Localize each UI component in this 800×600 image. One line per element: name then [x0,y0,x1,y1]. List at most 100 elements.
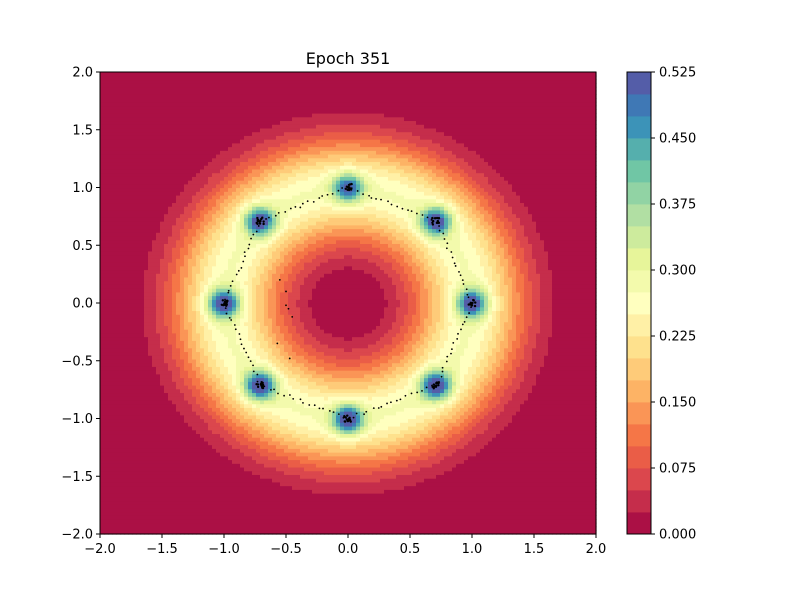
contour-cell [216,280,221,285]
contour-cell [168,511,173,516]
contour-cell [220,504,225,509]
contour-cell [184,448,189,453]
contour-cell [216,198,221,204]
contour-cell [108,269,113,274]
contour-cell [252,86,257,92]
contour-cell [104,131,109,136]
contour-cell [224,221,229,226]
contour-cell [184,232,189,237]
contour-cell [248,526,253,531]
contour-cell [228,515,233,520]
contour-cell [148,325,153,330]
contour-cell [168,526,173,531]
contour-cell [136,109,141,114]
contour-cell [196,422,201,427]
contour-cell [136,157,141,163]
contour-cell [252,142,257,148]
contour-cell [168,243,173,248]
contour-cell [148,504,153,509]
contour-cell [248,381,253,386]
contour-cell [232,448,237,453]
contour-cell [244,392,249,397]
contour-cell [208,392,213,397]
contour-cell [260,444,265,449]
contour-cell [212,496,217,502]
contour-cell [196,224,201,230]
contour-cell [208,429,213,435]
contour-cell [120,101,125,107]
contour-cell [144,75,149,81]
contour-cell [156,351,161,356]
contour-cell [100,288,105,293]
contour-cell [224,120,229,125]
contour-cell [144,221,149,226]
contour-cell [200,139,205,144]
contour-cell [108,86,113,92]
contour-cell [184,343,189,349]
contour-cell [144,269,149,274]
contour-cell [112,228,117,233]
contour-cell [160,127,165,133]
contour-cell [220,493,225,498]
contour-cell [220,221,225,226]
contour-cell [196,139,201,144]
contour-cell [184,135,189,140]
contour-cell [144,373,149,379]
contour-cell [180,112,185,118]
contour-cell [208,433,213,438]
contour-cell [160,306,165,312]
contour-cell [212,295,217,300]
contour-cell [136,388,141,394]
contour-cell [252,299,257,304]
contour-cell [164,433,169,438]
contour-cell [204,455,209,461]
contour-cell [168,437,173,442]
contour-cell [184,429,189,435]
contour-cell [184,276,189,282]
contour-cell [128,500,133,505]
contour-cell [116,317,121,323]
contour-cell [212,247,217,252]
contour-cell [232,135,237,140]
contour-cell [112,153,117,159]
contour-cell [220,187,225,192]
contour-cell [220,202,225,207]
contour-cell [212,433,217,438]
contour-cell [176,485,181,490]
contour-cell [224,124,229,129]
contour-cell [244,299,249,304]
contour-cell [184,470,189,475]
contour-cell [192,221,197,226]
contour-cell [180,358,185,364]
contour-cell [108,433,113,438]
contour-cell [156,209,161,215]
contour-cell [200,94,205,99]
contour-cell [188,489,193,494]
contour-cell [196,258,201,263]
contour-cell [140,377,145,382]
contour-cell [128,131,133,136]
contour-cell [128,109,133,114]
contour-cell [224,381,229,386]
contour-cell [200,291,205,297]
contour-cell [256,433,261,438]
contour-cell [232,291,237,297]
contour-cell [196,392,201,397]
contour-cell [104,172,109,177]
contour-cell [124,269,129,274]
contour-cell [172,273,177,278]
contour-cell [216,306,221,312]
contour-cell [244,165,249,170]
contour-cell [148,351,153,356]
contour-cell [116,474,121,479]
contour-cell [240,388,245,394]
contour-cell [196,247,201,252]
contour-cell [108,258,113,263]
contour-cell [256,418,261,423]
contour-cell [196,120,201,125]
contour-cell [232,105,237,110]
contour-cell [204,194,209,200]
contour-cell [124,414,129,420]
contour-cell [124,101,129,107]
contour-cell [216,429,221,435]
